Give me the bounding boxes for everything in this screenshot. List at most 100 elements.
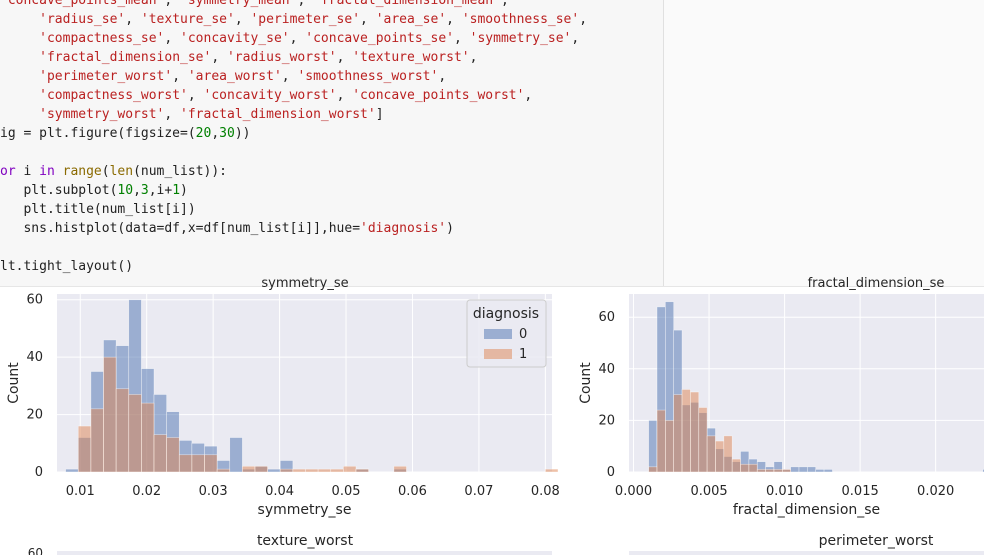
code-token: , bbox=[187, 88, 204, 103]
code-token: , bbox=[446, 12, 462, 27]
x-tick-label: 0.005 bbox=[690, 484, 727, 499]
y-tick-label: 60 bbox=[26, 293, 43, 308]
code-token: ] bbox=[375, 107, 384, 122]
x-axis-label: fractal_dimension_se bbox=[733, 502, 880, 518]
code-token: 'fractal_dimension_se' bbox=[39, 50, 212, 65]
legend-swatch-0 bbox=[484, 329, 512, 339]
x-tick-label: 0.010 bbox=[766, 484, 803, 499]
chart-title-texture-worst: texture_worst bbox=[257, 533, 354, 549]
code-token: , bbox=[571, 31, 580, 46]
histogram-bar-1 bbox=[153, 434, 167, 473]
histogram-bar-1 bbox=[706, 435, 716, 473]
histogram-bar-1 bbox=[723, 435, 733, 473]
y-tick-label: 0 bbox=[607, 465, 615, 480]
code-token: , bbox=[211, 126, 220, 141]
histogram-bar-1 bbox=[715, 440, 725, 473]
legend-swatch-1 bbox=[484, 349, 512, 359]
code-line: 'symmetry_worst', 'fractal_dimension_wor… bbox=[0, 105, 587, 124]
y-tick-label: 20 bbox=[598, 413, 615, 428]
code-line: 'perimeter_worst', 'area_worst', 'smooth… bbox=[0, 67, 587, 86]
code-token: , bbox=[579, 12, 588, 27]
code-token: 'texture_se' bbox=[140, 12, 235, 27]
chart-fractal-dimension-se: 0 20 40 60 0.000 0.005 0.010 0.015 0.020 fractal_… bbox=[578, 294, 984, 518]
x-tick-label: 0.07 bbox=[464, 484, 493, 499]
code-line: plt.subplot(10,3,i+1) bbox=[0, 181, 587, 200]
chart-title-top-left: symmetry_se bbox=[261, 276, 348, 291]
code-token: 'compactness_worst' bbox=[39, 88, 188, 103]
code-line: ig = plt.figure(figsize=(20,30)) bbox=[0, 124, 587, 143]
code-token: 'symmetry_worst' bbox=[39, 107, 165, 122]
code-token: ,i+ bbox=[148, 183, 173, 198]
x-axis-label: symmetry_se bbox=[258, 502, 352, 518]
histogram-bar-1 bbox=[748, 463, 758, 473]
code-token: 'radius_worst' bbox=[226, 50, 337, 65]
histogram-bar-1 bbox=[343, 465, 357, 473]
code-cell[interactable]: 'concave_points_mean', 'symmetry_mean', … bbox=[0, 0, 984, 286]
code-token: in bbox=[39, 164, 55, 179]
histogram-bar-1 bbox=[781, 469, 791, 473]
legend-label-1: 1 bbox=[519, 347, 527, 362]
histogram-bar-1 bbox=[740, 463, 750, 473]
code-token: lt.tight_layout() bbox=[0, 259, 134, 274]
code-token: ig = plt.figure(figsize=( bbox=[0, 126, 196, 141]
code-token: range bbox=[62, 164, 102, 179]
cell-divider bbox=[0, 286, 984, 287]
code-token: 20 bbox=[195, 126, 212, 141]
histogram-bar-1 bbox=[191, 454, 205, 473]
histogram-bar-1 bbox=[103, 356, 117, 473]
code-token: 'texture_worst' bbox=[352, 50, 470, 65]
code-token: plt.subplot( bbox=[0, 183, 118, 198]
histogram-bar-1 bbox=[756, 469, 766, 473]
histogram-bar-0 bbox=[982, 469, 984, 473]
histogram-bar-1 bbox=[681, 389, 691, 473]
code-line: or i in range(len(num_list)): bbox=[0, 162, 587, 181]
code-token: , bbox=[500, 0, 509, 8]
x-tick-label: 0.020 bbox=[917, 484, 954, 499]
code-token: ) bbox=[446, 221, 454, 236]
code-token: 'perimeter_worst' bbox=[39, 69, 173, 84]
code-token: or bbox=[0, 164, 16, 179]
code-token: )) bbox=[234, 126, 251, 141]
code-line: 'compactness_se', 'concavity_se', 'conca… bbox=[0, 29, 587, 48]
histogram-bar-1 bbox=[254, 465, 268, 473]
next-plot-area-left bbox=[57, 551, 552, 555]
code-token: , bbox=[164, 107, 181, 122]
code-token: , bbox=[125, 12, 141, 27]
histogram-bar-1 bbox=[216, 468, 231, 473]
histogram-bar-1 bbox=[77, 425, 92, 473]
legend: diagnosis 0 1 bbox=[466, 299, 547, 368]
histogram-bar-0 bbox=[790, 466, 800, 473]
code-token: 'fractal_dimension_mean' bbox=[313, 0, 501, 8]
histogram-bar-1 bbox=[115, 388, 130, 473]
code-token: , bbox=[336, 88, 353, 103]
code-token: 'symmetry_mean' bbox=[180, 0, 298, 8]
x-tick-label: 0.06 bbox=[398, 484, 427, 499]
x-tick-label: 0.03 bbox=[199, 484, 228, 499]
code-line: 'compactness_worst', 'concavity_worst', … bbox=[0, 86, 587, 105]
code-token: ( bbox=[101, 164, 110, 179]
y-tick-label: 40 bbox=[26, 350, 43, 365]
histogram-bar-0 bbox=[815, 469, 825, 473]
x-tick-label: 0.05 bbox=[332, 484, 361, 499]
histogram-bar-1 bbox=[90, 408, 104, 473]
x-tick-label: 0.01 bbox=[66, 484, 95, 499]
x-tick-label: 0.04 bbox=[265, 484, 294, 499]
code-editor[interactable]: 'concave_points_mean', 'symmetry_mean', … bbox=[0, 0, 587, 276]
histogram-bar-1 bbox=[765, 469, 775, 473]
code-token: , bbox=[524, 88, 533, 103]
histogram-bar-1 bbox=[141, 402, 155, 473]
x-tick-label: 0.02 bbox=[132, 484, 161, 499]
chart-title-perimeter-worst: perimeter_worst bbox=[819, 533, 934, 549]
code-token: 3 bbox=[140, 183, 149, 198]
code-line: plt.title(num_list[i]) bbox=[0, 200, 587, 219]
code-token: sns.histplot(data=df,x=df[num_list[i]],h… bbox=[0, 221, 361, 236]
code-token: 'diagnosis' bbox=[360, 221, 447, 236]
histogram-bar-1 bbox=[204, 454, 218, 473]
code-token: , bbox=[289, 31, 306, 46]
code-token: 1 bbox=[172, 183, 181, 198]
code-token: 'concavity_se' bbox=[180, 31, 290, 46]
code-token: , bbox=[297, 0, 314, 8]
histogram-bar-1 bbox=[178, 454, 193, 473]
code-line: 'fractal_dimension_se', 'radius_worst', … bbox=[0, 48, 587, 67]
histogram-bar-1 bbox=[128, 394, 142, 473]
